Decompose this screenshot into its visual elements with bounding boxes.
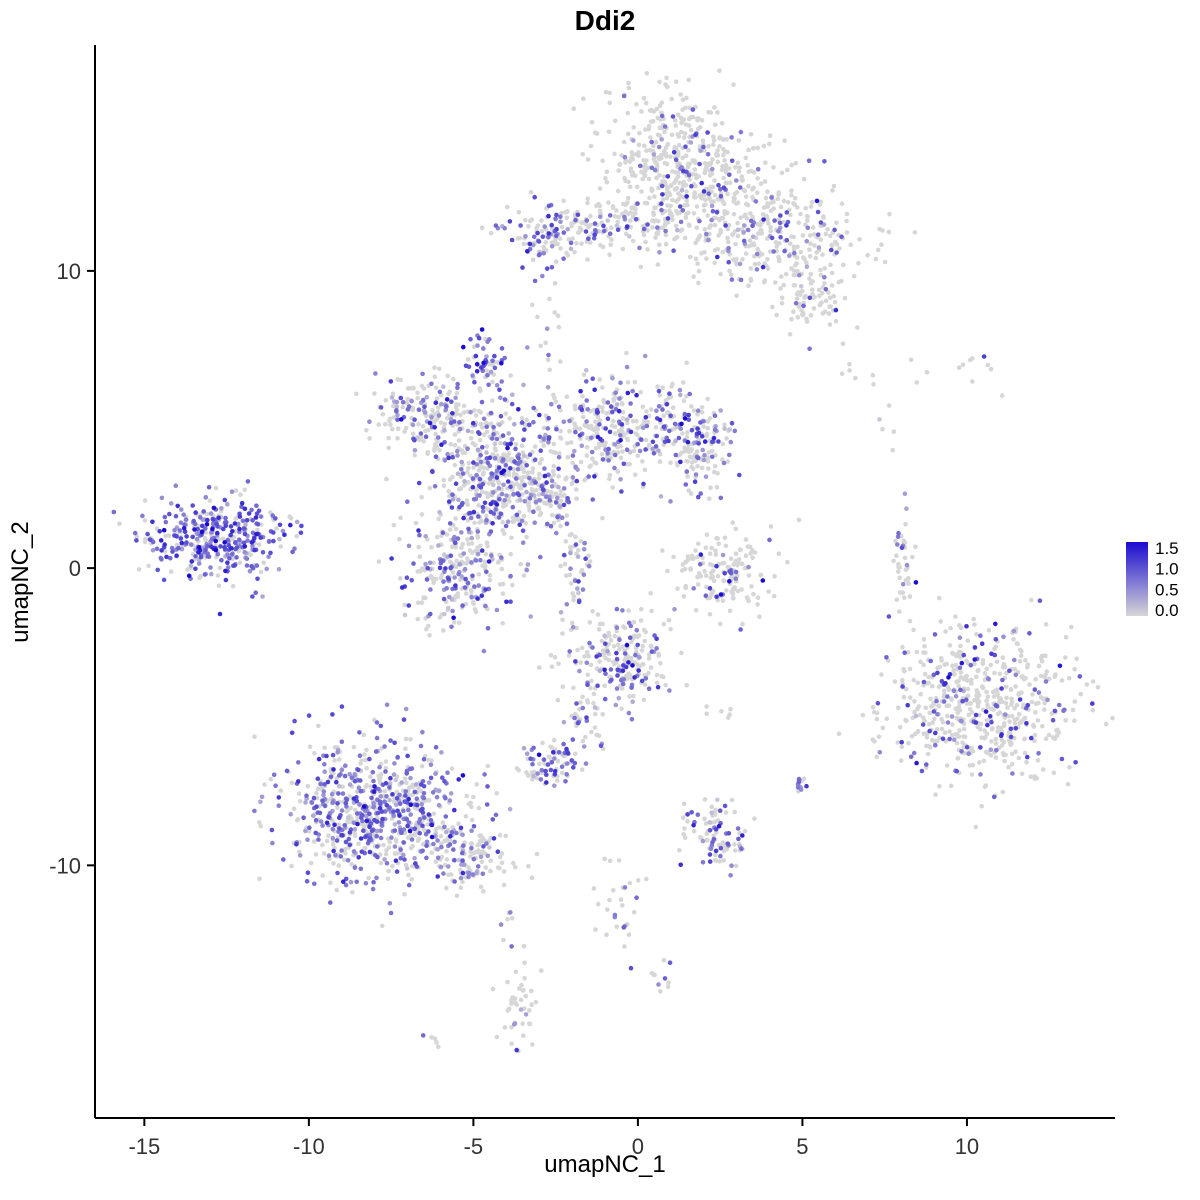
y-tick-label: -10: [49, 853, 81, 878]
x-tick-label: -15: [128, 1134, 160, 1159]
y-tick-label: 0: [69, 556, 81, 581]
scatter-points-layer: [111, 68, 1115, 1054]
x-axis-label: umapNC_1: [544, 1151, 665, 1178]
x-tick-label: 10: [955, 1134, 979, 1159]
color-legend: 1.5 1.00.5 0.0: [1126, 539, 1179, 620]
legend-tick-label: 1.5: [1155, 539, 1179, 558]
x-tick-label: -5: [464, 1134, 484, 1159]
x-tick-label: 5: [796, 1134, 808, 1159]
x-tick-label: 0: [632, 1134, 644, 1159]
x-tick-label: -10: [293, 1134, 325, 1159]
axes-layer: -15 -10 -5 0 5 10 -10 0 10: [49, 45, 1115, 1159]
legend-tick-label: 0.5: [1155, 580, 1179, 599]
y-axis-label: umapNC_2: [7, 521, 34, 642]
legend-gradient-bar: [1126, 542, 1148, 616]
y-tick-label: 10: [57, 259, 81, 284]
plot-title: Ddi2: [575, 5, 636, 36]
legend-tick-label: 1.0: [1155, 560, 1179, 579]
legend-tick-label: 0.0: [1155, 601, 1179, 620]
